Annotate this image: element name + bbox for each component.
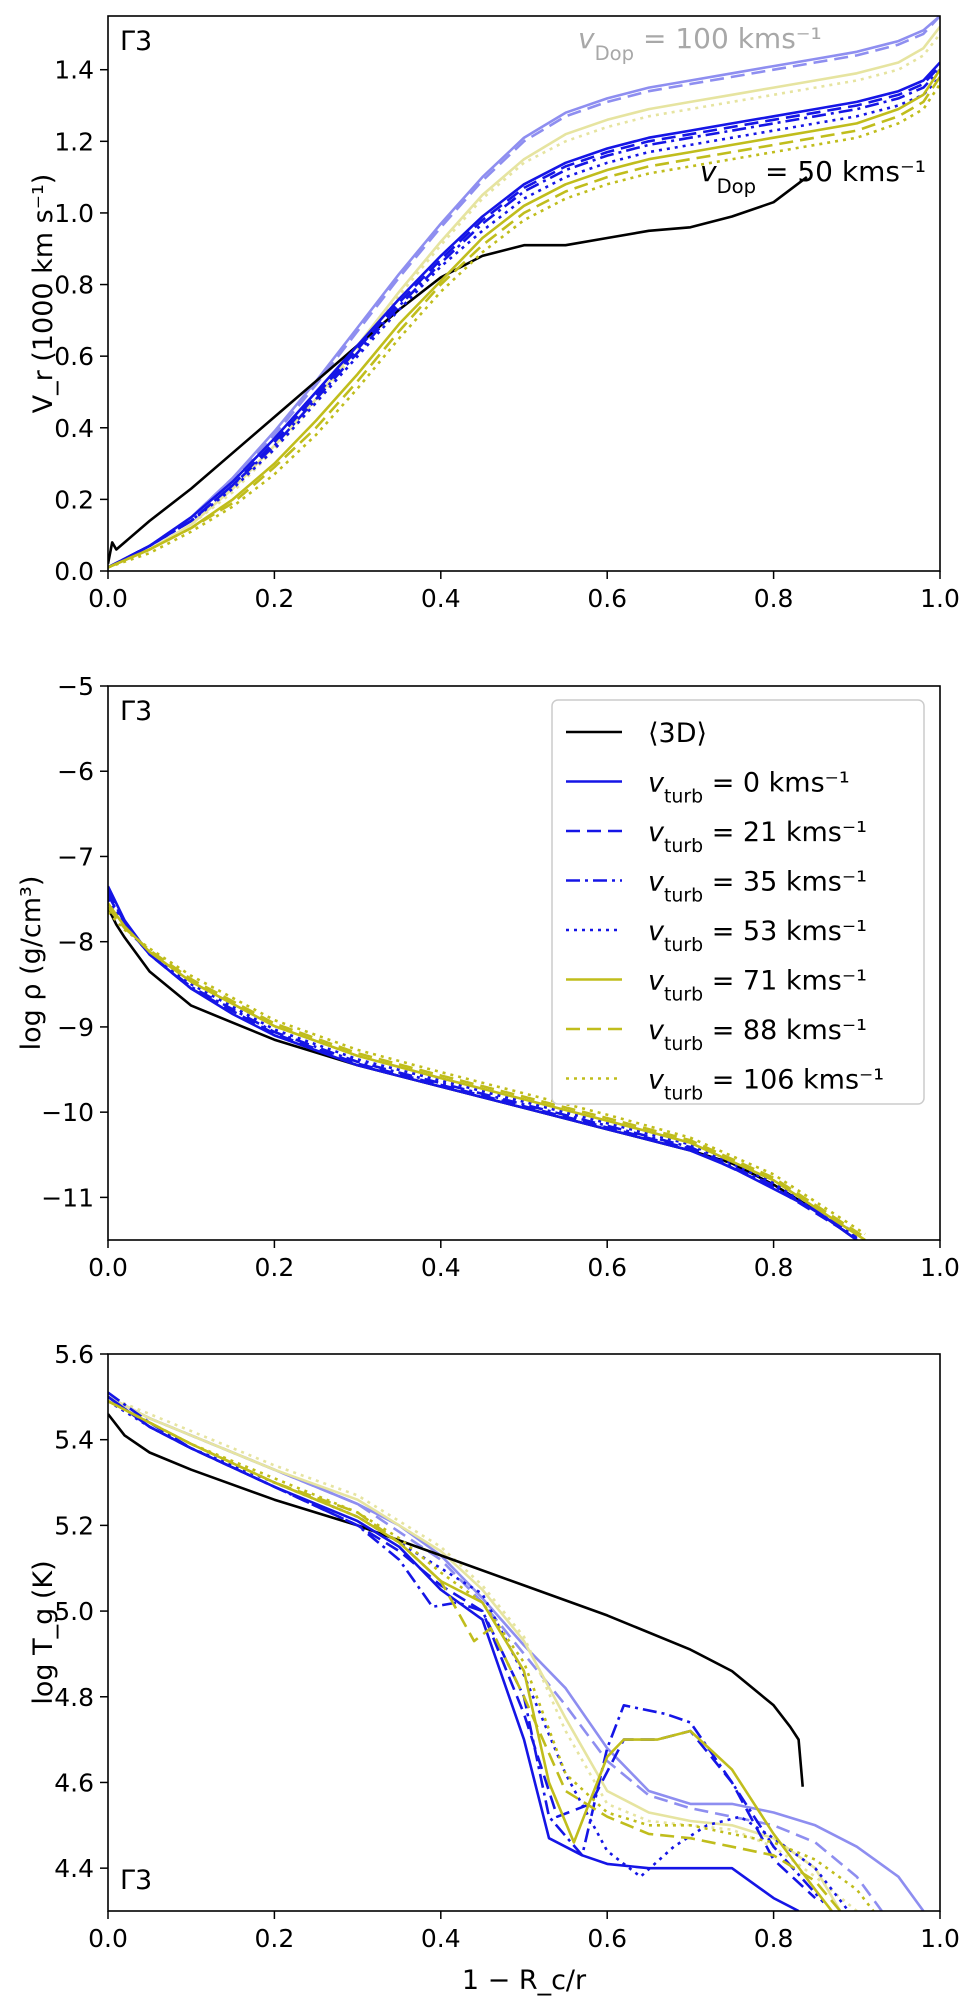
panel-tag: Γ3 — [120, 26, 152, 57]
series-group — [108, 1391, 925, 1911]
x-tick-label: 0.0 — [88, 584, 128, 613]
series-group — [108, 885, 866, 1240]
series-line-11 — [108, 33, 940, 569]
y-tick-label: 5.0 — [54, 1597, 94, 1626]
y-tick-label: 0.6 — [54, 342, 94, 371]
series-line-9 — [108, 16, 940, 569]
y-tick-label: 1.0 — [54, 199, 94, 228]
legend-label: vturb = 35 kms⁻¹ — [648, 867, 867, 907]
x-axis-label: 1 − R_c/r — [462, 1965, 587, 1996]
series-line-2 — [108, 1395, 817, 1900]
x-tick-label: 0.8 — [754, 584, 794, 613]
x-tick-label: 0.6 — [587, 1924, 627, 1953]
series-line-5 — [108, 1399, 833, 1911]
series-line-6 — [108, 1399, 842, 1911]
y-tick-label: −5 — [57, 672, 94, 701]
x-tick-label: 0.4 — [421, 1253, 461, 1282]
y-axis-label: V_r (1000 km s⁻¹) — [28, 174, 59, 414]
y-tick-label: 4.8 — [54, 1683, 94, 1712]
x-tick-label: 0.8 — [754, 1253, 794, 1282]
annotation-1: vDop = 50 kms⁻¹ — [700, 155, 926, 198]
y-axis-label: log ρ (g/cm³) — [16, 876, 47, 1051]
y-tick-label: 0.4 — [54, 414, 94, 443]
series-line-4 — [108, 898, 858, 1236]
y-tick-label: 5.4 — [54, 1426, 94, 1455]
series-line-1 — [108, 1395, 800, 1911]
series-line-8 — [108, 1395, 925, 1911]
plot-frame — [107, 15, 941, 572]
y-tick-label: 5.2 — [54, 1511, 94, 1540]
panel-tag: Γ3 — [120, 1865, 152, 1896]
legend-label: ⟨3D⟩ — [648, 718, 707, 749]
series-line-7 — [108, 1399, 875, 1911]
x-tick-label: 1.0 — [920, 1253, 960, 1282]
y-tick-label: 1.4 — [54, 56, 94, 85]
y-tick-label: −8 — [57, 928, 94, 957]
velocity-panel: 0.0 0.2 0.4 0.6 0.8 1.0 0.0 0.2 0.4 0.6 0.8 1.0 1.2 1… — [28, 15, 960, 613]
series-line-10 — [108, 1395, 842, 1911]
series-line-11 — [108, 1395, 858, 1911]
y-tick-label: 0.0 — [54, 557, 94, 586]
series-line-4 — [108, 76, 940, 569]
x-tick-label: 0.0 — [88, 1253, 128, 1282]
legend-box — [551, 699, 925, 1105]
plot-frame — [107, 1353, 941, 1912]
legend-label: vturb = 88 kms⁻¹ — [648, 1015, 867, 1055]
x-tick-label: 0.2 — [255, 1253, 295, 1282]
x-tick-label: 0.6 — [587, 1253, 627, 1282]
y-tick-label: 4.4 — [54, 1854, 94, 1883]
legend-label: vturb = 53 kms⁻¹ — [648, 916, 867, 956]
plot-frame — [107, 685, 941, 1241]
series-line-8 — [108, 16, 940, 569]
series-group — [108, 16, 940, 569]
x-tick-label: 0.8 — [754, 1924, 794, 1953]
y-tick-label: −10 — [41, 1098, 94, 1127]
y-tick-label: 0.2 — [54, 485, 94, 514]
x-tick-label: 0.6 — [587, 584, 627, 613]
density-panel: 0.0 0.2 0.4 0.6 0.8 1.0 −5 −6 −7 −8 −9 −10 −11 log ρ … — [16, 672, 960, 1282]
series-line-7 — [108, 83, 940, 569]
series-line-0 — [108, 1413, 804, 1787]
legend-label: vturb = 0 kms⁻¹ — [648, 768, 850, 808]
legend-label: vturb = 71 kms⁻¹ — [648, 966, 867, 1006]
x-tick-label: 0.4 — [421, 1924, 461, 1953]
panel-tag: Γ3 — [120, 696, 152, 727]
series-line-3 — [108, 1391, 825, 1904]
y-tick-label: 4.6 — [54, 1768, 94, 1797]
x-tick-label: 0.2 — [255, 1924, 295, 1953]
series-line-6 — [108, 76, 940, 569]
y-tick-label: −6 — [57, 757, 94, 786]
x-tick-label: 0.2 — [255, 584, 295, 613]
series-line-6 — [108, 906, 866, 1239]
series-line-3 — [108, 894, 858, 1238]
series-line-3 — [108, 68, 940, 569]
series-line-1 — [108, 61, 940, 569]
y-tick-label: −9 — [57, 1013, 94, 1042]
legend: ⟨3D⟩ vturb = 0 kms⁻¹ vturb = 21 kms⁻¹ vturb… — [551, 699, 925, 1105]
series-line-10 — [108, 25, 940, 569]
y-axis-label: log T_g (K) — [28, 1560, 59, 1704]
y-tick-label: −7 — [57, 842, 94, 871]
series-line-7 — [108, 911, 866, 1236]
series-line-5 — [108, 68, 940, 569]
temperature-panel: 0.0 0.2 0.4 0.6 0.8 1.0 4.4 4.6 4.8 5.0 5.2 5.4 5.6 l… — [28, 1340, 960, 1996]
legend-label: vturb = 106 kms⁻¹ — [648, 1065, 884, 1105]
y-tick-label: 0.8 — [54, 271, 94, 300]
series-line-4 — [108, 1399, 850, 1911]
x-tick-label: 0.4 — [421, 584, 461, 613]
x-tick-label: 1.0 — [920, 1924, 960, 1953]
x-tick-label: 0.0 — [88, 1924, 128, 1953]
x-tick-label: 1.0 — [920, 584, 960, 613]
legend-label: vturb = 21 kms⁻¹ — [648, 817, 867, 857]
y-tick-label: 5.6 — [54, 1340, 94, 1369]
y-tick-label: 1.2 — [54, 127, 94, 156]
series-line-2 — [108, 65, 940, 569]
y-tick-label: −11 — [41, 1183, 94, 1212]
annotation-0: vDop = 100 kms⁻¹ — [578, 22, 822, 65]
